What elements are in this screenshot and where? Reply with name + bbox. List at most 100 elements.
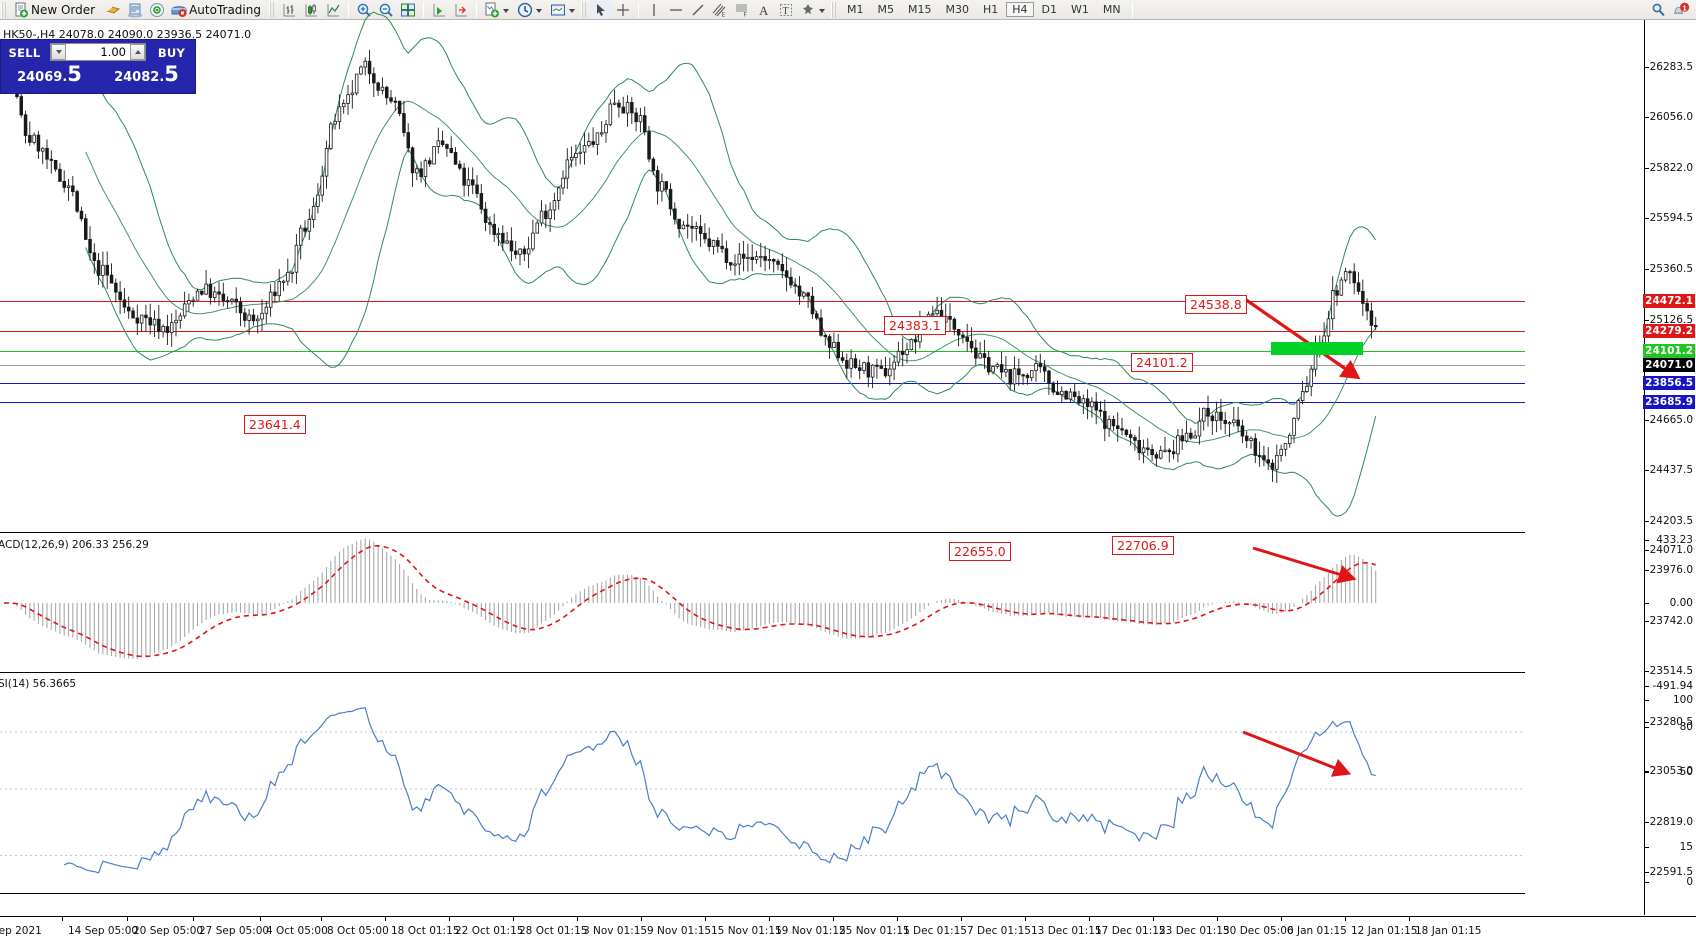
toolbar-separator-1 — [347, 1, 349, 18]
macd-tick — [1645, 540, 1649, 541]
cursor-icon — [593, 2, 609, 18]
text-button[interactable]: A — [753, 1, 775, 19]
timeframe-w1[interactable]: W1 — [1071, 3, 1089, 16]
price-chip-resistance: 24472.1 — [1643, 294, 1695, 308]
timeframe-m15[interactable]: M15 — [907, 3, 932, 16]
objects-dropdown-caret[interactable] — [818, 8, 825, 13]
time-tick-label: 30 Dec 05:00 — [1223, 925, 1294, 937]
price-axis[interactable]: 26283.5 26056.0 25822.0 25594.5 25360.5 25126… — [1643, 20, 1696, 915]
copy-paste-icon — [105, 2, 121, 18]
autotrading-button[interactable]: AutoTrading — [168, 1, 268, 19]
volume-decrease-button[interactable] — [51, 44, 66, 60]
price-tick-label: 24071.0 — [1649, 543, 1693, 556]
time-tick-label: 6 Jan 01:15 — [1287, 925, 1347, 937]
buy-button[interactable]: BUY — [157, 45, 186, 60]
autotrading-icon — [171, 2, 187, 18]
toolbar-grip-charts[interactable] — [268, 1, 276, 18]
chart-area[interactable]: HK50-,H4 24078.0 24090.0 23936.5 24071.0… — [0, 11, 1696, 948]
new-order-icon — [13, 2, 29, 18]
timeframe-h1[interactable]: H1 — [982, 3, 999, 16]
templates-dropdown-caret[interactable] — [568, 8, 575, 13]
indicators-dropdown-caret[interactable] — [502, 8, 509, 13]
period-button[interactable] — [514, 1, 547, 19]
volume-value[interactable]: 1.00 — [100, 45, 126, 59]
candlestick-chart-button[interactable] — [300, 1, 322, 19]
svg-text:1: 1 — [1683, 3, 1687, 12]
price-tick — [1645, 420, 1649, 422]
price-level-tag[interactable]: 22706.9 — [1112, 536, 1174, 555]
zoom-in-button[interactable] — [353, 1, 375, 19]
one-click-trading-panel[interactable]: SELL 1.00 BUY 24069 . 5 24082 . 5 — [0, 39, 196, 94]
bar-chart-button[interactable] — [278, 1, 300, 19]
timeframe-m5[interactable]: M5 — [877, 3, 894, 16]
svg-text:E: E — [721, 11, 725, 18]
price-tick — [1645, 520, 1649, 522]
time-tick — [705, 917, 706, 921]
timeframe-mn[interactable]: MN — [1102, 3, 1121, 16]
horizontal-line-button[interactable] — [665, 1, 687, 19]
price-tick — [1645, 167, 1649, 169]
timeframe-h4[interactable]: H4 — [1006, 2, 1034, 17]
timeframe-m30[interactable]: M30 — [945, 3, 969, 16]
zoom-out-button[interactable] — [375, 1, 397, 19]
time-tick — [1345, 917, 1346, 921]
templates-icon — [550, 2, 566, 18]
sell-price-frac: 5 — [67, 62, 82, 86]
price-level-tag[interactable]: 24538.8 — [1185, 295, 1247, 314]
volume-increase-button[interactable] — [130, 44, 145, 60]
buy-price-frac: 5 — [164, 62, 179, 86]
data-window-icon — [127, 2, 143, 18]
indicators-icon — [484, 2, 500, 18]
time-tick-label: 18 Jan 01:15 — [1415, 925, 1482, 937]
tile-windows-button[interactable] — [397, 1, 419, 19]
templates-button[interactable] — [547, 1, 580, 19]
indicators-button[interactable] — [481, 1, 514, 19]
price-tick — [1645, 570, 1649, 572]
sell-button[interactable]: SELL — [8, 45, 41, 60]
crosshair-button[interactable] — [612, 1, 634, 19]
new-order-label: New Order — [31, 2, 96, 17]
data-window-button[interactable] — [124, 1, 146, 19]
price-level-tag[interactable]: 24101.2 — [1131, 353, 1193, 372]
sell-price[interactable]: 24069 . 5 — [1, 62, 98, 93]
objects-button[interactable] — [797, 1, 830, 19]
price-level-tag[interactable]: 22655.0 — [949, 542, 1011, 561]
toolbar-grip-timeframes[interactable] — [830, 1, 838, 18]
toolbar-grip-standard[interactable] — [1, 1, 8, 18]
label-icon: T — [778, 2, 794, 18]
alert-button[interactable]: 1 — [1669, 1, 1693, 19]
signals-button[interactable] — [146, 1, 168, 19]
fibonacci-button[interactable]: F — [731, 1, 753, 19]
cursor-button[interactable] — [589, 0, 612, 19]
price-tick-label: 25594.5 — [1649, 211, 1693, 224]
price-tick-label: 23976.0 — [1649, 564, 1693, 577]
resistance-line-24472 — [0, 301, 1525, 302]
search-button[interactable] — [1647, 1, 1669, 19]
toolbar-grip-linestudies[interactable] — [580, 1, 588, 18]
timeframe-d1[interactable]: D1 — [1041, 3, 1058, 16]
price-chip-last-price: 24071.0 — [1643, 358, 1695, 372]
equidistant-channel-button[interactable]: E — [709, 1, 731, 19]
vertical-line-button[interactable] — [643, 1, 665, 19]
line-chart-button[interactable] — [322, 1, 344, 19]
price-tick-label: 25360.5 — [1649, 262, 1693, 275]
macd-label: ACD(12,26,9) 206.33 256.29 — [0, 539, 149, 551]
buy-price[interactable]: 24082 . 5 — [98, 62, 195, 93]
bar-chart-icon — [281, 2, 297, 18]
shift-end-button[interactable] — [450, 1, 472, 19]
volume-stepper[interactable]: 1.00 — [50, 43, 146, 61]
auto-scroll-button[interactable] — [428, 1, 450, 19]
new-order-button[interactable]: New Order — [10, 1, 102, 19]
price-level-tag[interactable]: 23641.4 — [244, 415, 306, 434]
green-highlight-rectangle[interactable] — [1271, 342, 1363, 355]
time-tick-label: Sep 2021 — [0, 925, 42, 937]
period-dropdown-caret[interactable] — [535, 8, 542, 13]
price-pane-plot — [2, 11, 1378, 517]
copy-paste-button[interactable] — [102, 1, 124, 19]
trendline-icon — [690, 2, 706, 18]
trendline-button[interactable] — [687, 1, 709, 19]
price-level-tag[interactable]: 24383.1 — [884, 316, 946, 335]
timeframe-m1[interactable]: M1 — [846, 3, 864, 16]
label-button[interactable]: T — [775, 1, 797, 19]
